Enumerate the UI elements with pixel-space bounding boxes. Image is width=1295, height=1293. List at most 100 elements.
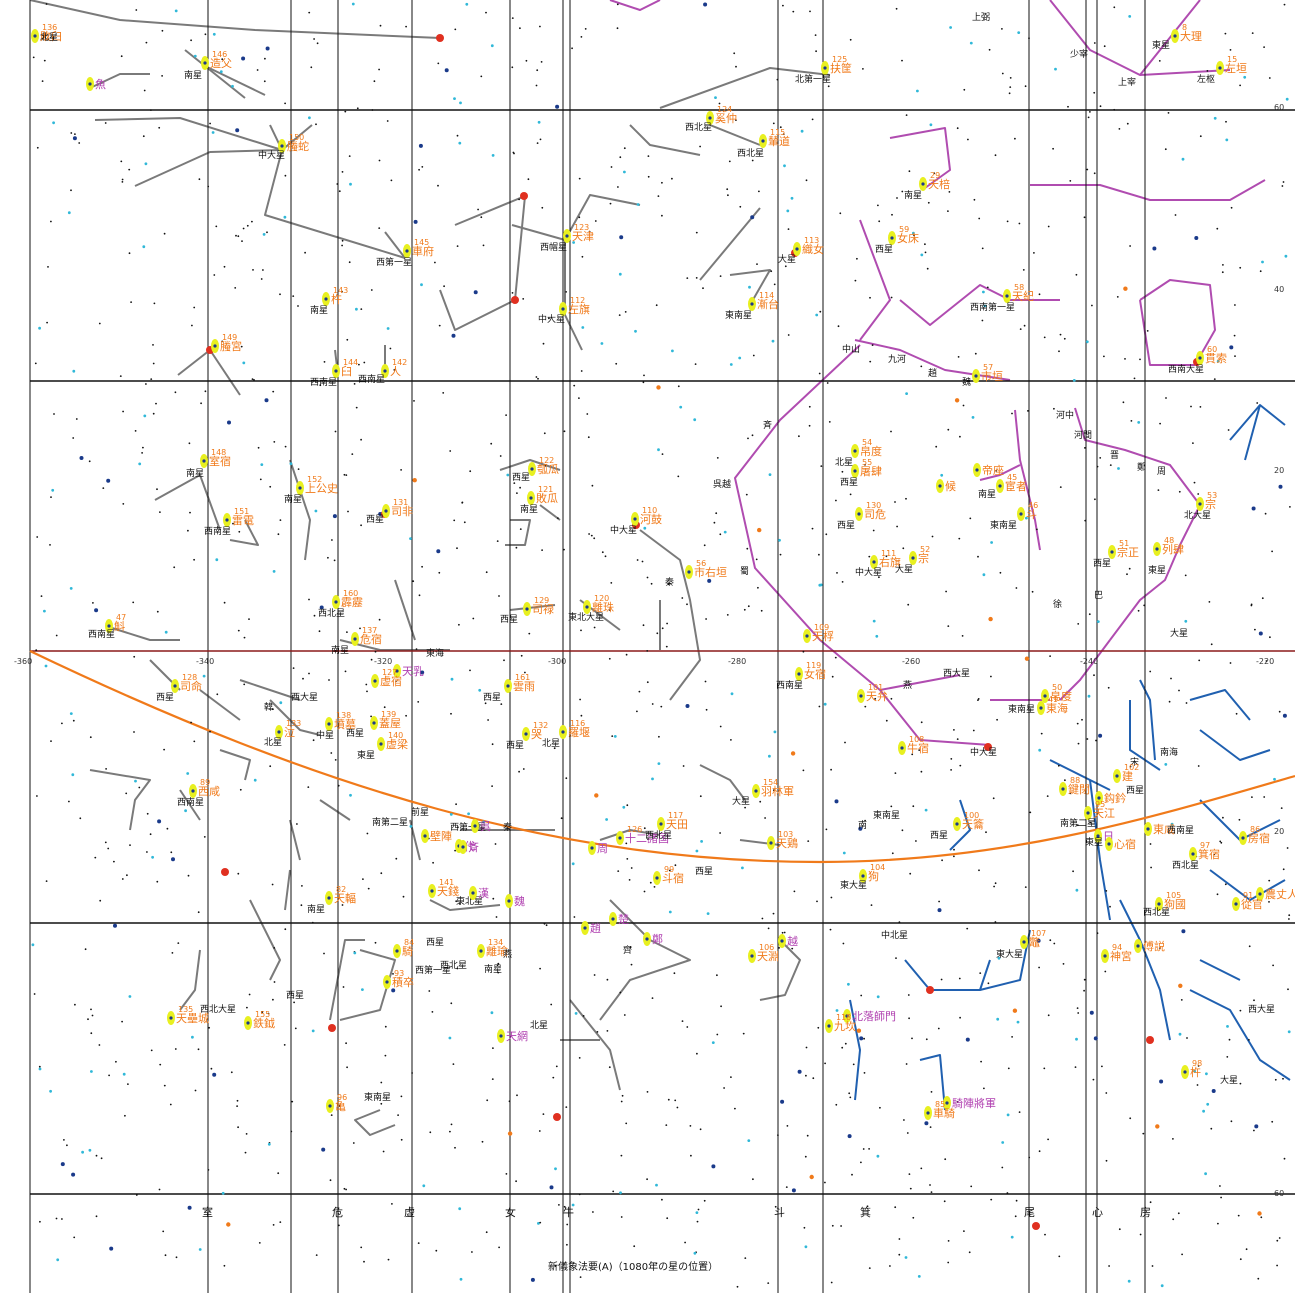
star (972, 729, 975, 732)
bright-star (1032, 1222, 1040, 1230)
constellation-line (209, 349, 241, 396)
constellation-line (639, 529, 701, 701)
star (177, 942, 180, 944)
star-name-label: 宗正 (1117, 545, 1139, 559)
star (269, 485, 272, 488)
constellation-line (564, 194, 641, 241)
star-number-label: 127 (382, 668, 397, 677)
star (1113, 6, 1116, 9)
star (197, 911, 200, 914)
star (1096, 932, 1099, 935)
star (1067, 105, 1069, 108)
star (56, 1258, 60, 1262)
star (1229, 49, 1232, 51)
star (894, 772, 897, 774)
star (1023, 324, 1026, 327)
star (334, 759, 337, 761)
star (924, 243, 926, 246)
star (520, 654, 523, 657)
star (673, 972, 676, 975)
star (1178, 490, 1181, 493)
star (685, 704, 690, 708)
constellation-line (505, 519, 531, 546)
star (1116, 296, 1119, 298)
star (50, 740, 52, 742)
star-name-label: 西星 (512, 472, 530, 483)
star (993, 885, 995, 888)
star (967, 138, 969, 141)
determinant-star (1107, 842, 1111, 846)
star (60, 1162, 65, 1167)
star (1181, 157, 1185, 161)
star (92, 602, 94, 604)
star-name-label: 危宿 (360, 632, 382, 646)
determinant-star (277, 730, 281, 734)
star (671, 177, 673, 180)
star (142, 135, 145, 138)
star (49, 1089, 52, 1093)
star (1234, 304, 1236, 306)
star (874, 697, 877, 700)
star (1105, 890, 1108, 892)
star-name-label: 西星 (1093, 558, 1111, 569)
star (1043, 336, 1046, 339)
star (543, 432, 546, 435)
star (864, 705, 867, 708)
star (1250, 604, 1253, 607)
star (193, 558, 196, 561)
star (159, 1063, 162, 1066)
star (596, 1031, 599, 1033)
star (212, 1072, 217, 1077)
star (1084, 447, 1086, 449)
star (746, 547, 749, 550)
constellation-line (134, 149, 283, 187)
star (1001, 1166, 1004, 1169)
star-number-label: 93 (394, 969, 404, 978)
star (1105, 1159, 1108, 1162)
star (782, 4, 784, 7)
star (69, 587, 73, 590)
star (790, 751, 796, 756)
star-name-label: 東星 (357, 749, 375, 761)
star-number-label: 124 (717, 105, 732, 114)
star (528, 632, 531, 635)
star (387, 1258, 390, 1261)
star (45, 880, 48, 882)
star (1222, 264, 1224, 266)
star (905, 114, 908, 116)
star (133, 655, 136, 658)
star (714, 96, 717, 99)
star-name-label: 西帽星 (540, 241, 567, 253)
star (929, 1126, 932, 1128)
star (1006, 1192, 1009, 1194)
star (872, 529, 875, 532)
star (90, 1008, 92, 1011)
star (912, 1216, 915, 1219)
star (170, 851, 173, 854)
star (1286, 847, 1289, 849)
star (314, 509, 318, 513)
star-number-label: 134 (488, 938, 503, 947)
star (1210, 1127, 1213, 1130)
star (978, 869, 980, 872)
star (778, 538, 781, 542)
star-name-label: 南星 (484, 963, 502, 975)
bright-star (926, 986, 934, 994)
star (674, 1099, 677, 1102)
star (1046, 795, 1049, 797)
star (213, 274, 216, 276)
star-number-label: 142 (392, 358, 407, 367)
star (560, 817, 563, 820)
star (457, 826, 459, 829)
star (935, 445, 938, 448)
star (661, 453, 664, 455)
determinant-star (561, 307, 565, 311)
star (393, 369, 396, 371)
star-number-label: 131 (393, 498, 408, 507)
star-name-label: 司禄 (532, 602, 554, 616)
star (1282, 713, 1287, 718)
star (243, 683, 246, 686)
star (1206, 1102, 1210, 1106)
star (272, 708, 274, 711)
determinant-star (169, 1016, 173, 1020)
